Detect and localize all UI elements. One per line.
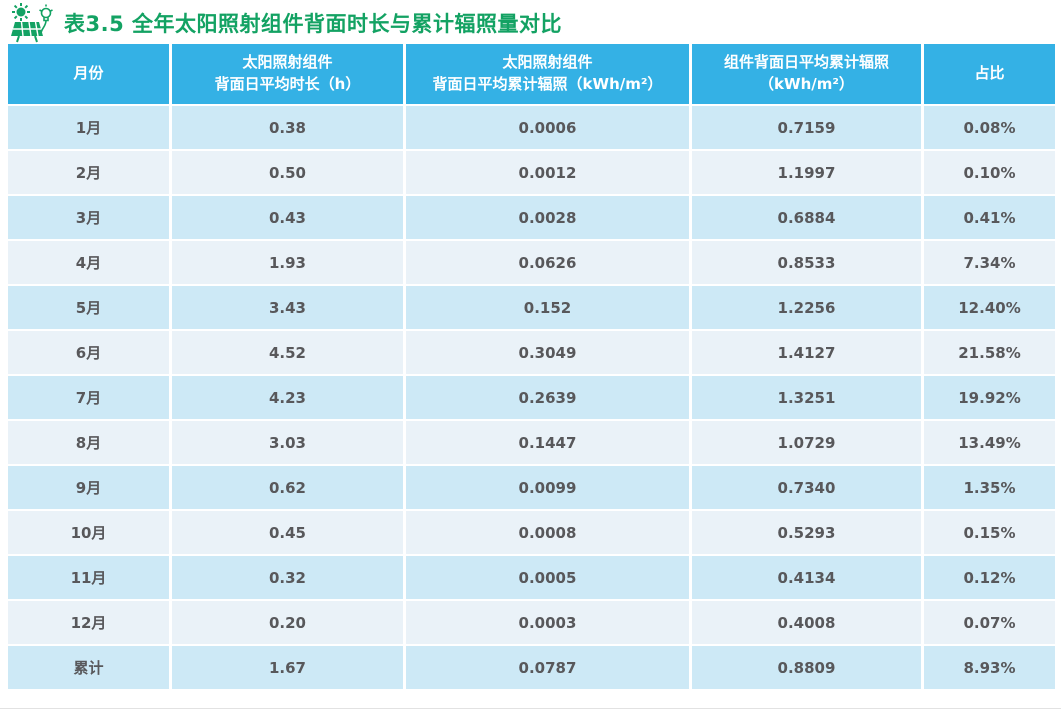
value-cell: 0.07% [924,601,1055,646]
value-cell: 3.03 [172,421,406,466]
value-cell: 0.41% [924,196,1055,241]
value-cell: 8.93% [924,646,1055,691]
solar-panel-sun-bulb-icon [8,2,60,44]
value-cell: 12.40% [924,286,1055,331]
table-row: 7月 4.23 0.2639 1.3251 19.92% [8,376,1055,421]
solar-irradiation-table: 月份 太阳照射组件背面日平均时长（h） 太阳照射组件背面日平均累计辐照（kWh/… [8,44,1055,691]
header-row: 月份 太阳照射组件背面日平均时长（h） 太阳照射组件背面日平均累计辐照（kWh/… [8,44,1055,106]
col-header-daily-irradiation: 太阳照射组件背面日平均累计辐照（kWh/m²） [406,44,692,106]
table-row: 10月 0.45 0.0008 0.5293 0.15% [8,511,1055,556]
value-cell: 7.34% [924,241,1055,286]
value-cell: 0.50 [172,151,406,196]
value-cell: 4.52 [172,331,406,376]
value-cell: 19.92% [924,376,1055,421]
page-bottom-border [0,708,1061,709]
table-title-bar: 表3.5 全年太阳照射组件背面时长与累计辐照量对比 [0,0,1061,44]
month-cell: 4月 [8,241,172,286]
month-cell: 10月 [8,511,172,556]
value-cell: 0.2639 [406,376,692,421]
table-row: 4月 1.93 0.0626 0.8533 7.34% [8,241,1055,286]
value-cell: 0.38 [172,106,406,151]
value-cell: 0.43 [172,196,406,241]
value-cell: 0.0003 [406,601,692,646]
value-cell: 0.62 [172,466,406,511]
header-line: 太阳照射组件 [502,53,593,72]
col-header-month: 月份 [8,44,172,106]
month-cell: 累计 [8,646,172,691]
value-cell: 13.49% [924,421,1055,466]
value-cell: 0.4134 [692,556,924,601]
value-cell: 1.93 [172,241,406,286]
value-cell: 0.0006 [406,106,692,151]
value-cell: 0.32 [172,556,406,601]
month-cell: 2月 [8,151,172,196]
table-row-total: 累计 1.67 0.0787 0.8809 8.93% [8,646,1055,691]
table-row: 1月 0.38 0.0006 0.7159 0.08% [8,106,1055,151]
month-cell: 6月 [8,331,172,376]
value-cell: 0.6884 [692,196,924,241]
header-line: （kWh/m²） [759,75,854,93]
header-line: 组件背面日平均累计辐照 [723,53,889,72]
value-cell: 0.4008 [692,601,924,646]
value-cell: 0.1447 [406,421,692,466]
col-header-rear-irradiation: 组件背面日平均累计辐照 （kWh/m²） [692,44,924,106]
value-cell: 0.0787 [406,646,692,691]
value-cell: 1.1997 [692,151,924,196]
value-cell: 1.0729 [692,421,924,466]
month-cell: 11月 [8,556,172,601]
table-row: 11月 0.32 0.0005 0.4134 0.12% [8,556,1055,601]
table-row: 2月 0.50 0.0012 1.1997 0.10% [8,151,1055,196]
value-cell: 0.15% [924,511,1055,556]
month-cell: 12月 [8,601,172,646]
value-cell: 0.0008 [406,511,692,556]
table-body: 1月 0.38 0.0006 0.7159 0.08% 2月 0.50 0.00… [8,106,1055,691]
value-cell: 0.7159 [692,106,924,151]
page-title: 表3.5 全年太阳照射组件背面时长与累计辐照量对比 [64,12,563,36]
value-cell: 0.0626 [406,241,692,286]
value-cell: 1.4127 [692,331,924,376]
month-cell: 1月 [8,106,172,151]
value-cell: 0.152 [406,286,692,331]
table-row: 9月 0.62 0.0099 0.7340 1.35% [8,466,1055,511]
value-cell: 1.2256 [692,286,924,331]
header-line: 太阳照射组件 [242,53,333,72]
table-row: 6月 4.52 0.3049 1.4127 21.58% [8,331,1055,376]
header-line: 占比 [974,64,1005,83]
value-cell: 1.35% [924,466,1055,511]
col-header-ratio: 占比 [924,44,1055,106]
value-cell: 1.67 [172,646,406,691]
month-cell: 8月 [8,421,172,466]
table-row: 3月 0.43 0.0028 0.6884 0.41% [8,196,1055,241]
table-row: 12月 0.20 0.0003 0.4008 0.07% [8,601,1055,646]
value-cell: 0.10% [924,151,1055,196]
table-row: 5月 3.43 0.152 1.2256 12.40% [8,286,1055,331]
month-cell: 7月 [8,376,172,421]
header-line: 背面日平均时长（h） [214,75,361,93]
month-cell: 5月 [8,286,172,331]
value-cell: 1.3251 [692,376,924,421]
value-cell: 0.45 [172,511,406,556]
value-cell: 0.12% [924,556,1055,601]
col-header-daily-hours: 太阳照射组件背面日平均时长（h） [172,44,406,106]
month-cell: 3月 [8,196,172,241]
value-cell: 3.43 [172,286,406,331]
value-cell: 0.8809 [692,646,924,691]
header-line: 背面日平均累计辐照（kWh/m²） [432,75,663,93]
value-cell: 4.23 [172,376,406,421]
value-cell: 0.0099 [406,466,692,511]
value-cell: 0.0012 [406,151,692,196]
value-cell: 0.7340 [692,466,924,511]
table-row: 8月 3.03 0.1447 1.0729 13.49% [8,421,1055,466]
value-cell: 0.0005 [406,556,692,601]
value-cell: 0.08% [924,106,1055,151]
value-cell: 0.3049 [406,331,692,376]
value-cell: 0.20 [172,601,406,646]
value-cell: 0.0028 [406,196,692,241]
header-line: 月份 [73,64,104,83]
value-cell: 0.8533 [692,241,924,286]
value-cell: 21.58% [924,331,1055,376]
month-cell: 9月 [8,466,172,511]
value-cell: 0.5293 [692,511,924,556]
